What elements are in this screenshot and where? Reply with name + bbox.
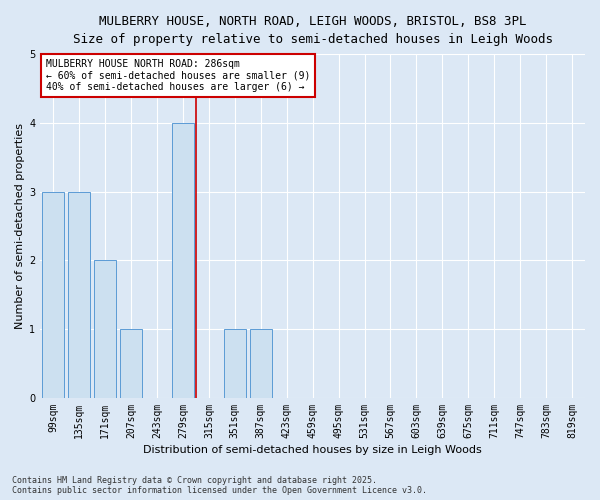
Y-axis label: Number of semi-detached properties: Number of semi-detached properties [15,123,25,329]
Title: MULBERRY HOUSE, NORTH ROAD, LEIGH WOODS, BRISTOL, BS8 3PL
Size of property relat: MULBERRY HOUSE, NORTH ROAD, LEIGH WOODS,… [73,15,553,46]
Bar [224,329,246,398]
Text: Contains HM Land Registry data © Crown copyright and database right 2025.
Contai: Contains HM Land Registry data © Crown c… [12,476,427,495]
Bar [68,192,90,398]
Bar [172,123,194,398]
Bar [250,329,272,398]
Bar [42,192,64,398]
Text: MULBERRY HOUSE NORTH ROAD: 286sqm
← 60% of semi-detached houses are smaller (9)
: MULBERRY HOUSE NORTH ROAD: 286sqm ← 60% … [46,60,310,92]
X-axis label: Distribution of semi-detached houses by size in Leigh Woods: Distribution of semi-detached houses by … [143,445,482,455]
Bar [120,329,142,398]
Bar [94,260,116,398]
